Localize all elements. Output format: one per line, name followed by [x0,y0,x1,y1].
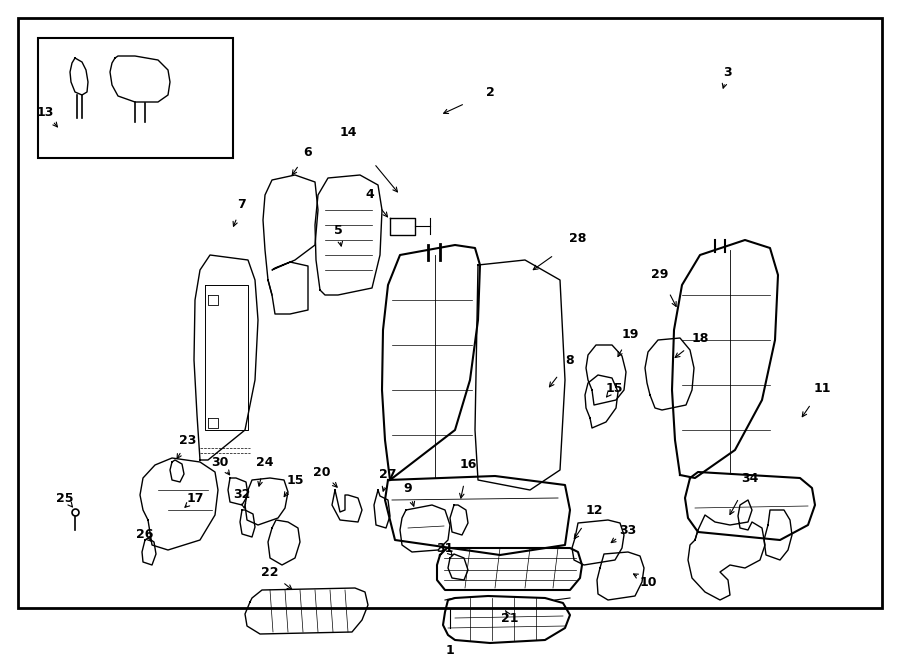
Text: 17: 17 [186,492,203,504]
Text: 5: 5 [334,223,342,237]
Text: 12: 12 [585,504,603,516]
Text: 26: 26 [136,529,154,541]
Text: 8: 8 [566,354,574,366]
Text: 21: 21 [501,611,518,625]
Text: 18: 18 [691,332,708,344]
Text: 13: 13 [36,106,54,118]
Text: 4: 4 [365,188,374,202]
Text: 27: 27 [379,469,397,481]
Text: 7: 7 [238,198,247,212]
Text: 29: 29 [652,268,669,282]
Text: 32: 32 [233,488,251,502]
Text: 23: 23 [179,434,197,446]
Text: 30: 30 [212,455,229,469]
Text: 19: 19 [621,329,639,342]
Text: 28: 28 [570,231,587,245]
Text: 10: 10 [639,576,657,588]
Bar [38,38,233,158]
Text: 9: 9 [404,481,412,494]
Text: 1: 1 [446,644,454,656]
Text: 33: 33 [619,524,636,537]
Text: 22: 22 [261,566,279,578]
Text: 15: 15 [605,381,623,395]
Text: 14: 14 [339,126,356,139]
Bar [18,18,882,608]
Text: 24: 24 [256,455,274,469]
Text: 16: 16 [459,459,477,471]
Text: 15: 15 [286,473,304,486]
Text: 34: 34 [742,471,759,485]
Text: 25: 25 [56,492,74,504]
Text: 6: 6 [303,145,312,159]
Text: 3: 3 [724,65,733,79]
Text: 11: 11 [814,381,831,395]
Text: 20: 20 [313,465,331,479]
Text: 2: 2 [486,85,494,98]
Text: 31: 31 [436,541,454,555]
